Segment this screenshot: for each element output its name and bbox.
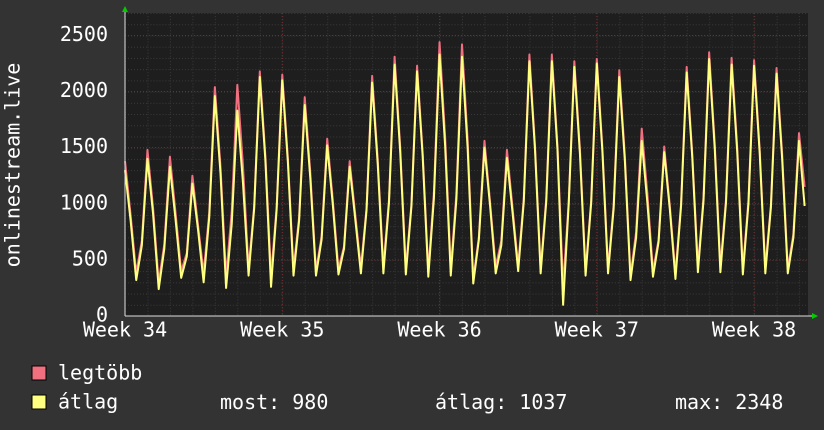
x-tick-label: Week 35 xyxy=(240,318,324,342)
stat-value: 980 xyxy=(292,390,328,414)
legend-swatch xyxy=(31,365,47,381)
y-axis-arrow xyxy=(122,6,128,12)
stat-label: átlag: xyxy=(435,390,507,414)
x-tick-label: Week 36 xyxy=(397,318,481,342)
y-tick-label: 0 xyxy=(96,303,108,327)
legend-swatch xyxy=(31,394,47,410)
x-tick-label: Week 34 xyxy=(83,318,167,342)
legend-label: legtöbb xyxy=(58,361,142,385)
y-tick-label: 1000 xyxy=(60,190,108,214)
plot xyxy=(124,13,808,316)
x-tick-label: Week 37 xyxy=(555,318,639,342)
y-axis-label: onlinestream.live xyxy=(1,63,25,268)
stat-label: max: xyxy=(675,390,723,414)
x-tick-label: Week 38 xyxy=(712,318,796,342)
stat: átlag: 1037 xyxy=(435,390,567,414)
y-tick-label: 2500 xyxy=(60,22,108,46)
minor-grid xyxy=(125,13,808,316)
y-tick-label: 2000 xyxy=(60,78,108,102)
legend-label: átlag xyxy=(58,390,118,414)
stat-value: 2348 xyxy=(735,390,783,414)
stat-value: 1037 xyxy=(519,390,567,414)
stat: max: 2348 xyxy=(675,390,783,414)
stat: most: 980 xyxy=(220,390,328,414)
x-axis-arrow xyxy=(812,313,818,319)
y-tick-label: 500 xyxy=(72,246,108,270)
series-line xyxy=(124,53,806,306)
stat-label: most: xyxy=(220,390,280,414)
y-tick-label: 1500 xyxy=(60,134,108,158)
